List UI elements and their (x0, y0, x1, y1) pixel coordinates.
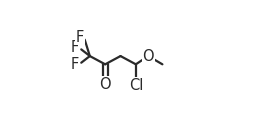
Text: Cl: Cl (129, 78, 143, 93)
Text: F: F (71, 40, 79, 55)
Text: O: O (99, 77, 111, 92)
Text: F: F (71, 57, 79, 72)
Text: F: F (76, 30, 84, 45)
Text: O: O (142, 48, 154, 64)
